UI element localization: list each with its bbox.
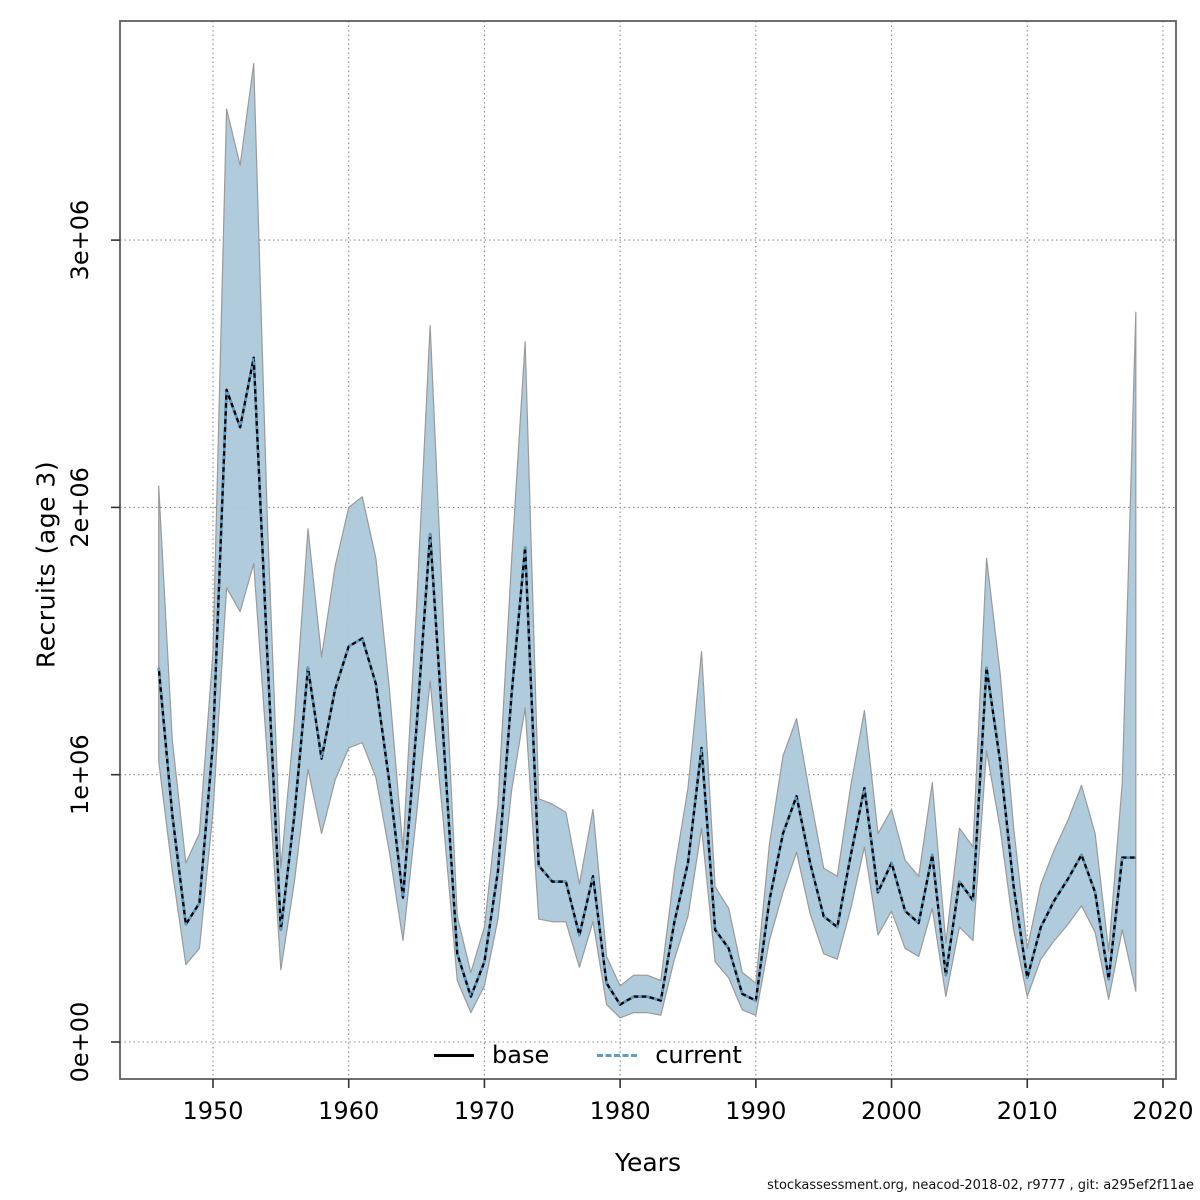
y-tick-label: 3e+06 <box>66 200 94 281</box>
current-line <box>157 356 1136 1006</box>
legend-item-base: base <box>434 1041 549 1069</box>
legend: base current <box>434 1038 742 1072</box>
base-line-sample <box>434 1053 474 1057</box>
legend-item-current: current <box>597 1041 742 1069</box>
legend-label-base: base <box>492 1041 550 1069</box>
y-tick-label: 0e+00 <box>66 1002 94 1083</box>
x-tick-label: 1960 <box>318 1097 379 1125</box>
y-tick-label: 2e+06 <box>66 467 94 548</box>
y-tick-label: 1e+06 <box>66 734 94 815</box>
x-tick-label: 1970 <box>454 1097 515 1125</box>
current-line-sample <box>597 1053 638 1057</box>
x-tick-label: 1990 <box>725 1097 786 1125</box>
x-tick-label: 2010 <box>997 1097 1058 1125</box>
footer-attribution: stockassessment.org, neacod-2018-02, r97… <box>767 1178 1194 1193</box>
legend-label-current: current <box>655 1041 742 1069</box>
y-axis-title: Recruits (age 3) <box>31 460 61 669</box>
x-axis-title: Years <box>615 1148 681 1177</box>
x-tick-label: 2000 <box>861 1097 922 1125</box>
x-tick-label: 1950 <box>182 1097 243 1125</box>
x-tick-label: 2020 <box>1132 1097 1193 1125</box>
x-tick-label: 1980 <box>590 1097 651 1125</box>
confidence-band <box>158 63 1137 1019</box>
plot-border <box>119 20 1177 1080</box>
